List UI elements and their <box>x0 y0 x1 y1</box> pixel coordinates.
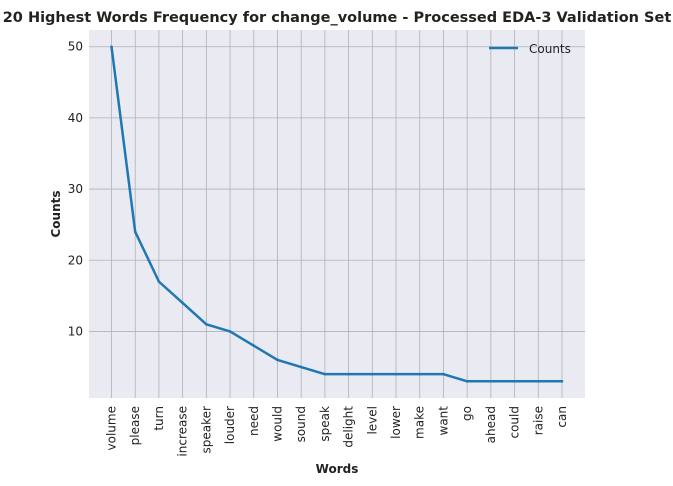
x-tick-label: sound <box>294 406 308 442</box>
y-tick-label: 50 <box>68 40 83 54</box>
y-axis-label: Counts <box>49 190 63 237</box>
data-point <box>252 344 256 347</box>
data-point <box>489 379 493 383</box>
x-tick-label: raise <box>531 406 545 435</box>
data-point <box>110 45 113 49</box>
y-tick-label: 30 <box>68 182 83 196</box>
x-axis-label: Words <box>316 462 359 476</box>
series-layer <box>110 45 564 383</box>
x-tick-label: ahead <box>484 406 498 443</box>
plot-area <box>89 30 585 398</box>
data-point <box>157 280 161 283</box>
x-tick-label: delight <box>342 406 356 448</box>
data-point <box>276 358 279 362</box>
data-point <box>371 372 374 376</box>
x-tick-label: want <box>436 406 450 436</box>
grid <box>89 30 585 398</box>
data-point <box>418 372 422 376</box>
data-point <box>347 372 350 376</box>
chart-title: 20 Highest Words Frequency for change_vo… <box>3 10 672 26</box>
data-point <box>323 372 327 376</box>
x-tick-label: increase <box>176 406 190 457</box>
x-tick-label: could <box>508 406 522 439</box>
data-point <box>228 330 232 333</box>
series-line-counts <box>110 46 562 383</box>
x-tick-label: please <box>128 406 142 445</box>
x-tick-label: would <box>270 406 284 442</box>
y-tick-label: 20 <box>68 253 83 267</box>
x-tick-label: speaker <box>199 406 213 454</box>
data-point <box>394 372 398 376</box>
data-point <box>299 365 303 369</box>
x-tick-label: need <box>247 406 261 436</box>
x-tick-label: turn <box>152 406 166 431</box>
data-point <box>442 372 445 376</box>
data-point <box>465 379 469 383</box>
x-tick-label: lower <box>389 406 403 439</box>
x-tick-label: go <box>460 406 474 421</box>
x-tick-label: volume <box>105 406 119 450</box>
legend-label: Counts <box>529 42 571 56</box>
x-tick-label: make <box>413 406 427 439</box>
data-point <box>205 323 208 326</box>
legend: Counts <box>489 42 571 56</box>
y-tick-label: 10 <box>68 324 83 338</box>
data-point <box>536 379 540 383</box>
x-tick-label: speak <box>318 406 332 442</box>
x-tick-label: level <box>365 406 379 435</box>
data-point <box>133 230 137 234</box>
y-axis-ticks: 10 20 30 40 50 <box>68 40 83 339</box>
data-point <box>181 301 184 305</box>
data-point <box>513 379 516 383</box>
data-point <box>560 379 564 383</box>
x-tick-label: can <box>555 406 569 428</box>
x-axis-ticks: volume please turn increase speaker louder nee… <box>105 406 569 457</box>
x-tick-label: louder <box>223 406 237 444</box>
y-tick-label: 40 <box>68 111 83 125</box>
